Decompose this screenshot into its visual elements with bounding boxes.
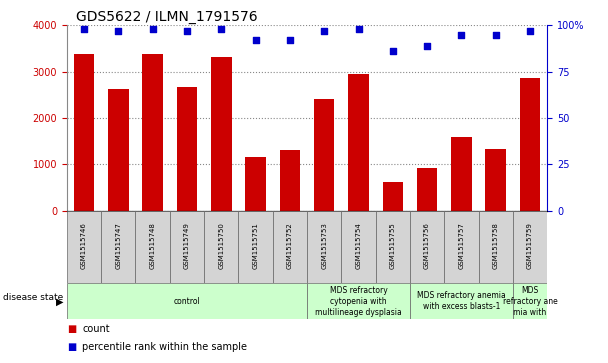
Point <box>457 32 466 38</box>
Point <box>250 37 260 43</box>
Bar <box>136 211 170 283</box>
Point <box>319 28 329 34</box>
Bar <box>314 98 334 211</box>
Bar <box>410 211 444 283</box>
Text: GSM1515750: GSM1515750 <box>218 222 224 269</box>
Text: percentile rank within the sample: percentile rank within the sample <box>82 342 247 352</box>
Text: GSM1515758: GSM1515758 <box>492 222 499 269</box>
Text: disease state: disease state <box>3 293 63 302</box>
Bar <box>101 211 136 283</box>
Text: GSM1515755: GSM1515755 <box>390 222 396 269</box>
Point <box>285 37 295 43</box>
Bar <box>307 283 410 319</box>
Text: GSM1515746: GSM1515746 <box>81 222 87 269</box>
Text: GDS5622 / ILMN_1791576: GDS5622 / ILMN_1791576 <box>77 11 258 24</box>
Bar <box>307 211 341 283</box>
Bar <box>74 54 94 211</box>
Text: GSM1515752: GSM1515752 <box>287 222 293 269</box>
Point <box>216 26 226 32</box>
Bar <box>108 89 129 211</box>
Bar <box>520 78 541 211</box>
Bar <box>273 211 307 283</box>
Bar <box>444 211 478 283</box>
Text: GSM1515749: GSM1515749 <box>184 222 190 269</box>
Text: GSM1515748: GSM1515748 <box>150 222 156 269</box>
Bar <box>376 211 410 283</box>
Text: GSM1515759: GSM1515759 <box>527 222 533 269</box>
Text: GSM1515756: GSM1515756 <box>424 222 430 269</box>
Point <box>354 26 364 32</box>
Bar <box>417 168 437 211</box>
Bar <box>211 57 232 211</box>
Bar <box>513 283 547 319</box>
Bar <box>451 137 472 211</box>
Bar <box>238 211 273 283</box>
Point <box>491 32 500 38</box>
Point <box>388 48 398 54</box>
Point <box>525 28 535 34</box>
Bar <box>478 211 513 283</box>
Text: GSM1515751: GSM1515751 <box>252 222 258 269</box>
Text: MDS refractory
cytopenia with
multilineage dysplasia: MDS refractory cytopenia with multilinea… <box>315 286 402 317</box>
Text: GSM1515747: GSM1515747 <box>116 222 122 269</box>
Text: MDS refractory anemia
with excess blasts-1: MDS refractory anemia with excess blasts… <box>417 291 506 311</box>
Text: control: control <box>174 297 200 306</box>
Bar <box>513 211 547 283</box>
Text: MDS
refractory ane
mia with: MDS refractory ane mia with <box>503 286 558 317</box>
Point <box>422 43 432 49</box>
Bar <box>204 211 238 283</box>
Bar <box>348 74 369 211</box>
Text: count: count <box>82 323 109 334</box>
Text: ■: ■ <box>67 323 76 334</box>
Bar <box>245 157 266 211</box>
Bar <box>170 211 204 283</box>
Text: ■: ■ <box>67 342 76 352</box>
Point <box>79 26 89 32</box>
Point <box>182 28 192 34</box>
Bar <box>382 182 403 211</box>
Bar <box>485 148 506 211</box>
Text: GSM1515753: GSM1515753 <box>321 222 327 269</box>
Point <box>114 28 123 34</box>
Bar <box>142 54 163 211</box>
Text: GSM1515754: GSM1515754 <box>356 222 362 269</box>
Bar <box>67 211 101 283</box>
Point <box>148 26 157 32</box>
Bar <box>280 150 300 211</box>
Bar <box>410 283 513 319</box>
Text: GSM1515757: GSM1515757 <box>458 222 465 269</box>
Bar <box>341 211 376 283</box>
Bar <box>177 86 197 211</box>
Bar <box>67 283 307 319</box>
Text: ▶: ▶ <box>57 296 64 306</box>
